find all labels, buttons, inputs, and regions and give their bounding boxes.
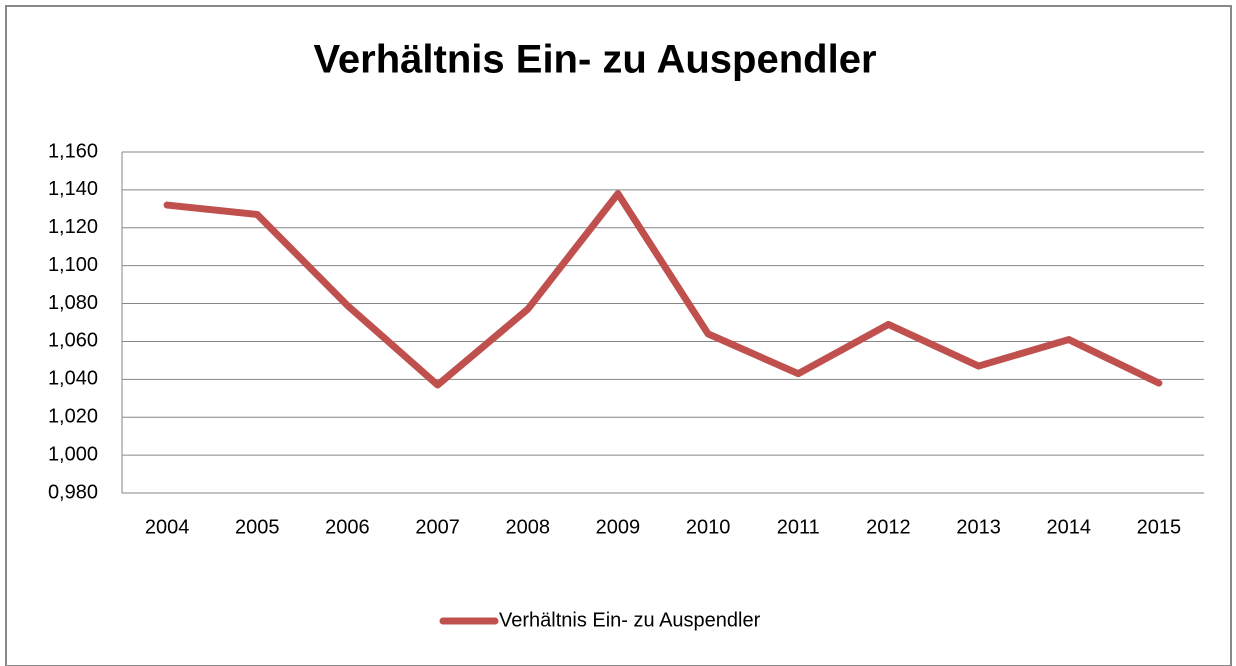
y-tick-label: 1,080 [48, 292, 98, 314]
x-tick-label: 2012 [866, 516, 911, 538]
x-tick-label: 2008 [506, 516, 551, 538]
y-tick-label: 1,120 [48, 216, 98, 238]
y-tick-label: 1,140 [48, 178, 98, 200]
x-tick-label: 2007 [415, 516, 460, 538]
chart-frame [5, 5, 1232, 666]
x-tick-label: 2005 [235, 516, 280, 538]
y-tick-label: 1,040 [48, 368, 98, 390]
y-tick-label: 0,980 [48, 481, 98, 503]
chart-title: Verhältnis Ein- zu Auspendler [313, 38, 876, 82]
x-tick-label: 2004 [145, 516, 190, 538]
x-tick-label: 2006 [325, 516, 370, 538]
y-tick-label: 1,100 [48, 254, 98, 276]
y-tick-label: 1,060 [48, 330, 98, 352]
y-tick-label: 1,000 [48, 443, 98, 465]
x-tick-label: 2009 [596, 516, 641, 538]
y-tick-label: 1,020 [48, 406, 98, 428]
x-tick-label: 2013 [956, 516, 1001, 538]
x-tick-label: 2011 [777, 516, 820, 538]
series-line [163, 190, 1163, 389]
y-tick-label: 1,160 [48, 140, 98, 162]
x-tick-label: 2010 [686, 516, 731, 538]
x-tick-label: 2014 [1047, 516, 1092, 538]
legend-label: Verhältnis Ein- zu Auspendler [499, 609, 761, 631]
x-tick-label: 2015 [1137, 516, 1182, 538]
